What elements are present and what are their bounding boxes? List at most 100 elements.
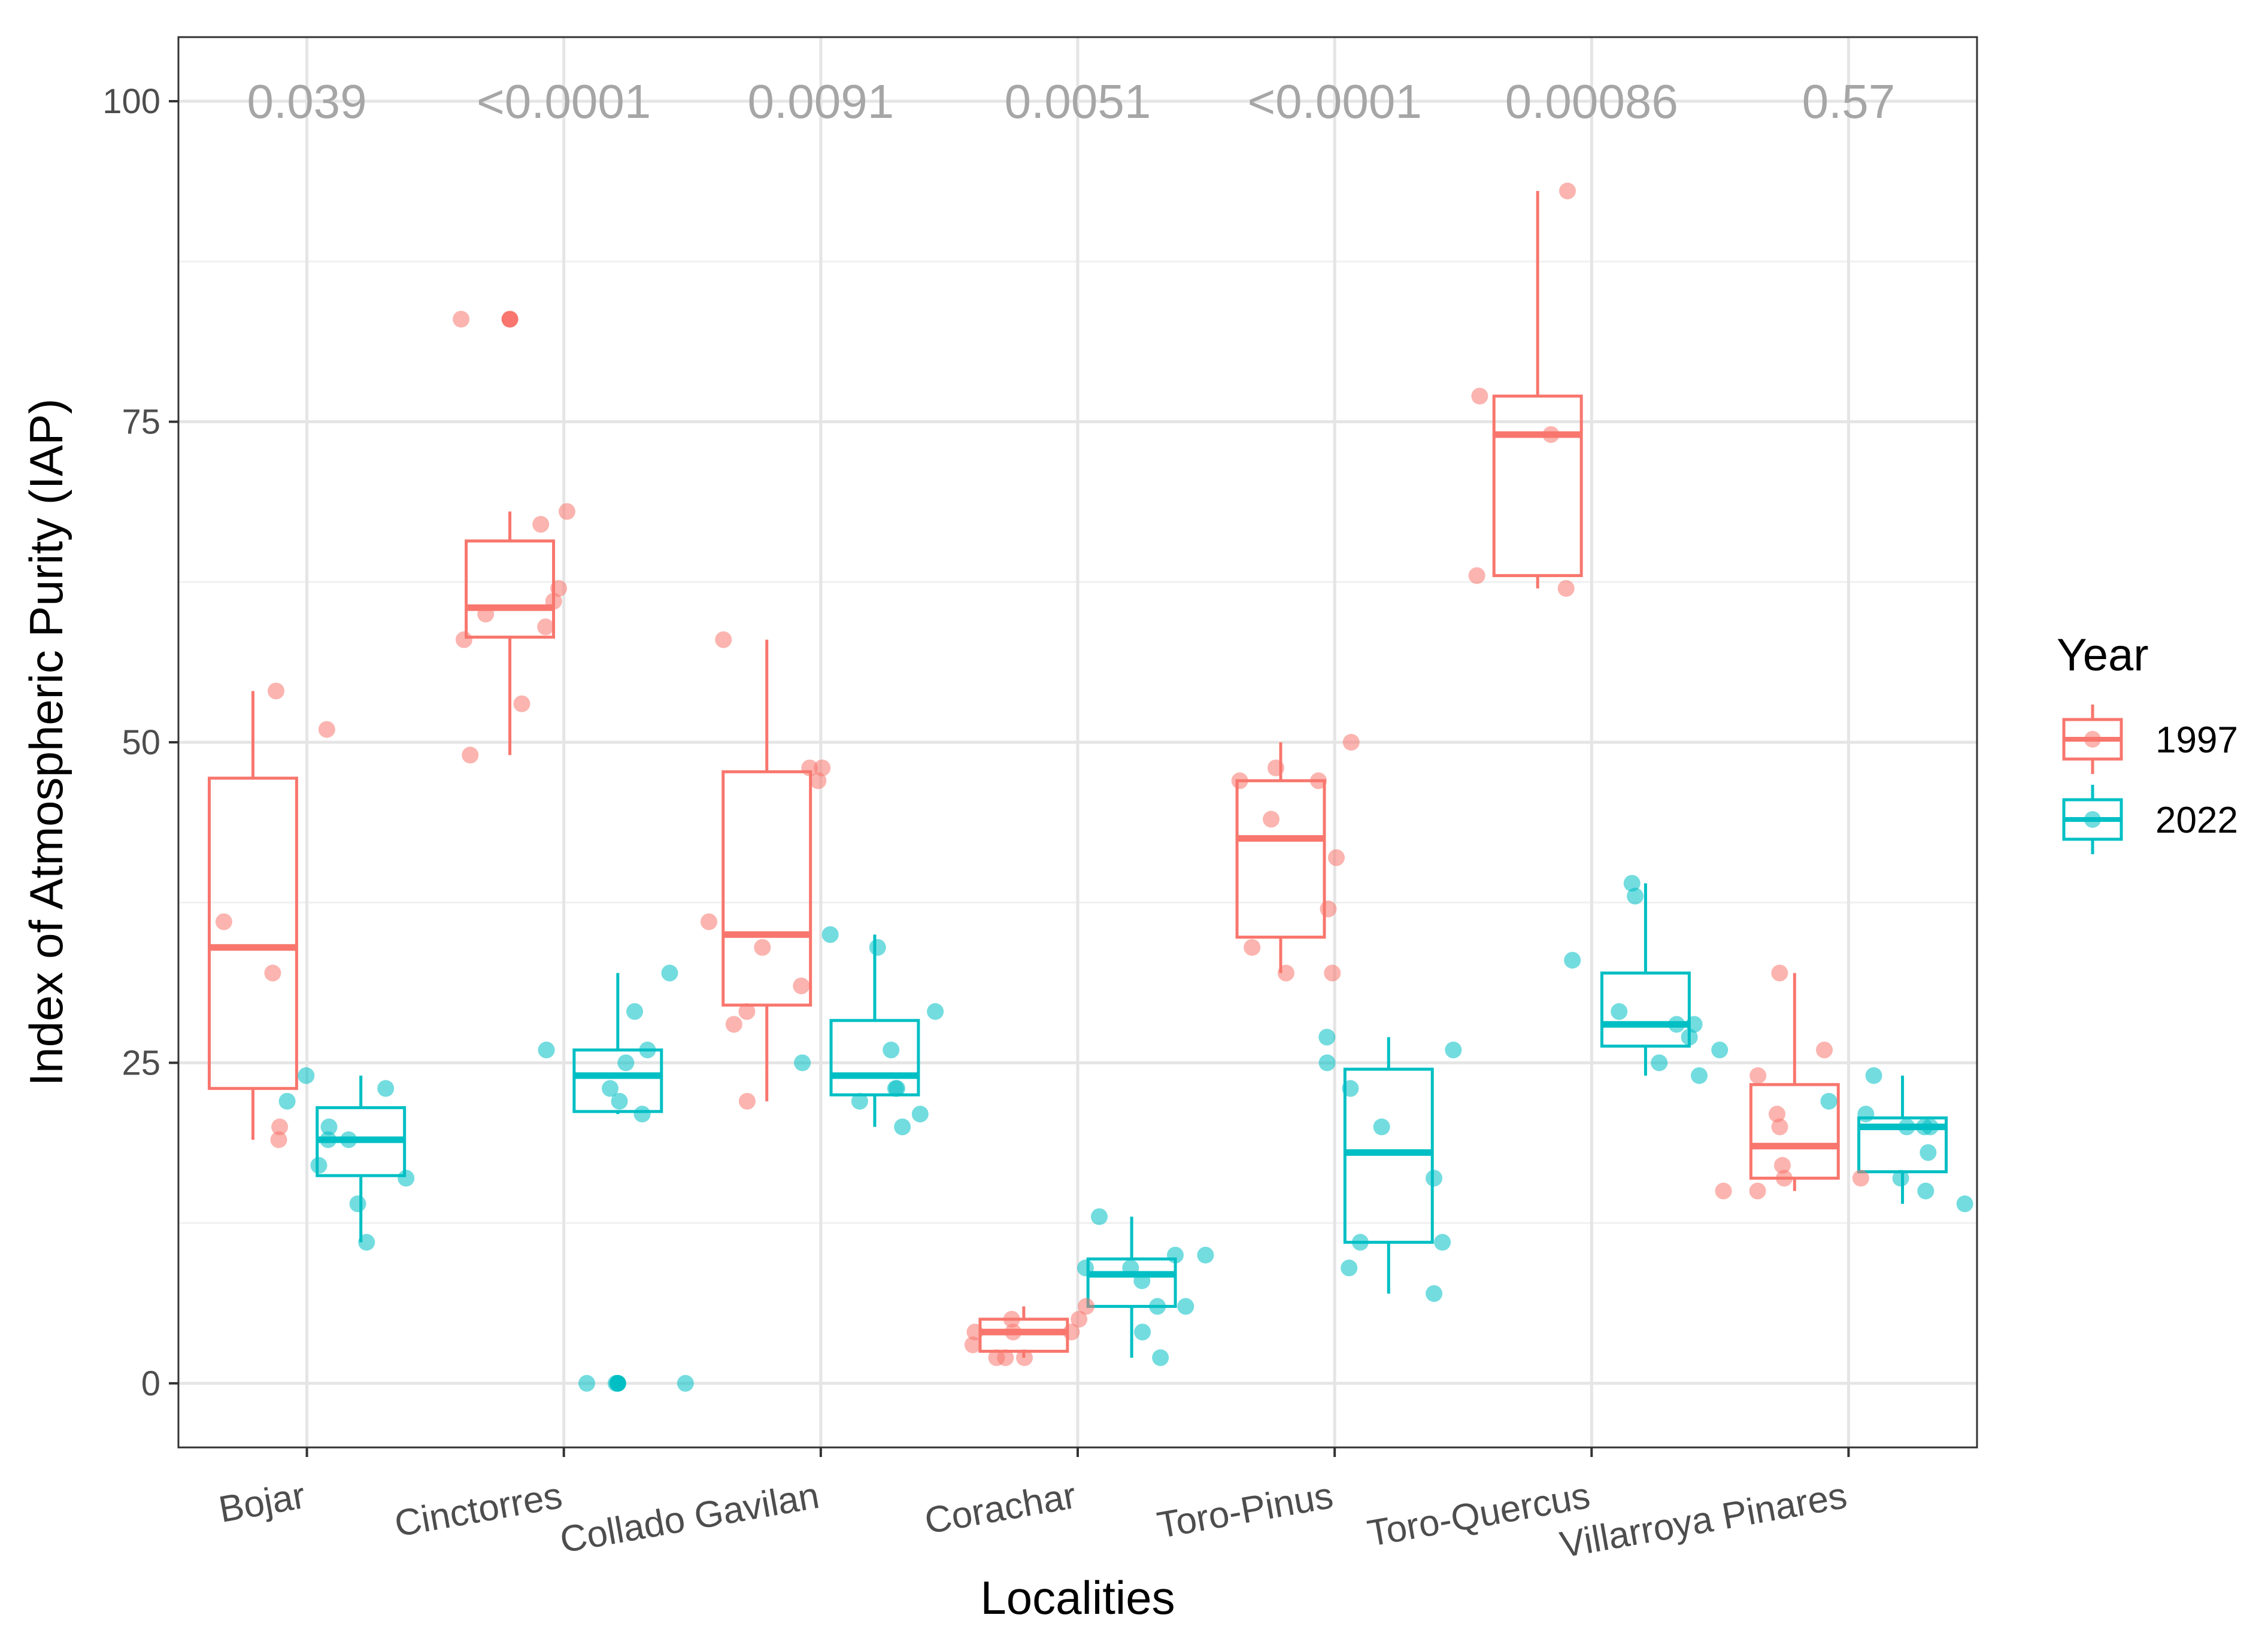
data-point xyxy=(1816,1042,1833,1059)
p-value-label: <0.0001 xyxy=(477,75,651,128)
data-point xyxy=(611,1092,628,1110)
data-point xyxy=(1559,183,1576,200)
data-point xyxy=(602,1080,619,1097)
legend-key-1997: 1997 xyxy=(2062,705,2238,774)
data-point xyxy=(851,1092,868,1110)
data-point xyxy=(1078,1298,1095,1315)
data-point xyxy=(1773,1157,1791,1174)
data-point xyxy=(310,1157,328,1174)
box-iqr xyxy=(207,776,298,1090)
data-point xyxy=(318,721,335,738)
data-point xyxy=(462,746,479,764)
data-point xyxy=(1681,1028,1698,1046)
box-iqr xyxy=(1086,1257,1177,1308)
p-value-label: 0.0051 xyxy=(1005,75,1151,128)
data-point xyxy=(1071,1310,1088,1328)
data-point xyxy=(1651,1054,1668,1072)
data-point xyxy=(1277,964,1294,982)
data-point xyxy=(633,1106,651,1123)
data-point xyxy=(1341,1259,1358,1277)
data-point xyxy=(349,1195,366,1213)
data-point xyxy=(911,1106,929,1123)
data-point xyxy=(661,964,678,982)
data-point xyxy=(1320,900,1337,918)
data-point xyxy=(715,631,732,648)
data-point xyxy=(1134,1324,1151,1341)
data-point xyxy=(1445,1042,1462,1059)
data-point xyxy=(1564,952,1581,969)
data-point xyxy=(1771,1118,1788,1136)
data-point xyxy=(927,1003,944,1020)
data-point xyxy=(809,772,827,790)
data-point xyxy=(1471,387,1488,405)
box-1997-toro-quercus xyxy=(1492,191,1583,588)
data-point xyxy=(889,1080,906,1097)
data-point xyxy=(1373,1118,1390,1136)
data-point xyxy=(1769,1106,1786,1123)
data-point xyxy=(1852,1170,1869,1187)
data-point xyxy=(801,759,818,776)
outlier-point xyxy=(501,311,519,328)
y-tick-label: 50 xyxy=(122,723,160,762)
data-point xyxy=(545,593,562,610)
data-point xyxy=(1542,426,1560,443)
data-point xyxy=(538,1042,555,1059)
data-point xyxy=(1342,734,1360,751)
data-point xyxy=(453,311,470,328)
data-point xyxy=(754,939,771,956)
data-point xyxy=(1152,1349,1169,1367)
data-point xyxy=(1267,759,1284,776)
data-point xyxy=(1003,1310,1020,1328)
data-point xyxy=(1857,1106,1875,1123)
data-point xyxy=(617,1054,635,1072)
grid-lines xyxy=(178,37,1977,1447)
data-point xyxy=(513,695,530,712)
data-point xyxy=(1776,1170,1793,1187)
data-point xyxy=(1122,1259,1139,1277)
data-point xyxy=(537,618,554,636)
data-point xyxy=(1468,567,1485,584)
data-point xyxy=(1310,772,1327,790)
data-point xyxy=(639,1042,656,1059)
p-value-label: 0.0091 xyxy=(748,75,895,128)
data-point xyxy=(1077,1259,1094,1277)
data-point xyxy=(883,1042,900,1059)
data-point xyxy=(268,682,285,700)
p-value-label: 0.00086 xyxy=(1505,75,1678,128)
data-point xyxy=(477,605,495,623)
data-point xyxy=(1351,1234,1369,1251)
data-point xyxy=(278,1092,296,1110)
y-tick-label: 100 xyxy=(102,82,160,121)
legend-key-2022: 2022 xyxy=(2062,785,2238,854)
data-point xyxy=(1197,1246,1214,1264)
data-point xyxy=(264,964,281,982)
data-point xyxy=(738,1092,756,1110)
data-point xyxy=(320,1118,338,1136)
data-point xyxy=(814,759,831,776)
legend: Year 1997 2022 xyxy=(2057,630,2238,854)
box-iqr xyxy=(1749,1083,1840,1180)
data-point xyxy=(1231,772,1248,790)
data-point xyxy=(1318,1054,1336,1072)
data-point xyxy=(1627,888,1644,905)
y-tick-label: 25 xyxy=(122,1043,160,1082)
data-point xyxy=(1956,1195,1973,1213)
data-point xyxy=(793,977,810,994)
data-point xyxy=(1342,1080,1359,1097)
data-point xyxy=(1557,579,1575,597)
legend-title: Year xyxy=(2057,630,2149,681)
y-axis-title: Index of Atmospheric Purity (IAP) xyxy=(20,399,72,1086)
data-point xyxy=(1426,1285,1443,1302)
data-point xyxy=(1711,1042,1729,1059)
data-point xyxy=(607,1374,624,1392)
data-point xyxy=(270,1131,287,1148)
box-iqr xyxy=(572,1048,663,1113)
data-point xyxy=(1685,1016,1703,1033)
data-point xyxy=(1749,1067,1767,1084)
box-1997-collado-gavilan xyxy=(721,639,812,1101)
data-point xyxy=(1771,964,1788,982)
data-point xyxy=(398,1170,415,1187)
data-point xyxy=(1892,1170,1909,1187)
